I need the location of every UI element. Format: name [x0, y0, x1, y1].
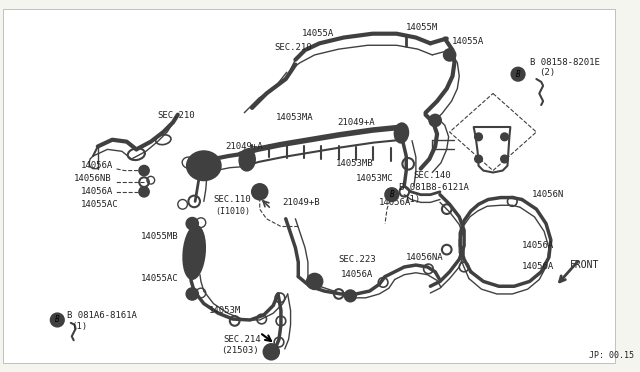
- Circle shape: [186, 288, 198, 300]
- Circle shape: [475, 133, 483, 141]
- Text: 14053MB: 14053MB: [336, 159, 374, 168]
- Text: B 081A6-8161A: B 081A6-8161A: [67, 311, 137, 320]
- Text: 14053MA: 14053MA: [276, 113, 314, 122]
- Text: 14056N: 14056N: [532, 190, 564, 199]
- Text: 21049+A: 21049+A: [337, 118, 375, 127]
- Circle shape: [475, 155, 483, 163]
- Text: B 08158-8201E: B 08158-8201E: [530, 58, 600, 67]
- Text: 14055M: 14055M: [406, 23, 438, 32]
- Circle shape: [500, 155, 508, 163]
- Text: B 081B8-6121A: B 081B8-6121A: [399, 183, 469, 192]
- Text: 14055AC: 14055AC: [81, 200, 118, 209]
- Text: 14055A: 14055A: [302, 29, 334, 38]
- Text: 14055MB: 14055MB: [141, 232, 179, 241]
- Circle shape: [186, 218, 198, 230]
- Circle shape: [444, 49, 456, 61]
- Text: SEC.210: SEC.210: [157, 111, 195, 120]
- Text: SEC.214: SEC.214: [223, 335, 260, 344]
- Text: (1): (1): [71, 322, 87, 331]
- Ellipse shape: [184, 226, 205, 279]
- Text: 14053MC: 14053MC: [356, 174, 394, 183]
- Text: 14055AC: 14055AC: [141, 274, 179, 283]
- Text: 14056A: 14056A: [81, 161, 113, 170]
- Text: 14056A: 14056A: [380, 198, 412, 207]
- Text: SEC.140: SEC.140: [413, 171, 451, 180]
- FancyBboxPatch shape: [3, 9, 616, 363]
- Text: 14056NB: 14056NB: [74, 174, 111, 183]
- Circle shape: [500, 133, 508, 141]
- Text: 21049+B: 21049+B: [282, 198, 319, 207]
- Text: (21503): (21503): [221, 346, 259, 355]
- Text: FRONT: FRONT: [570, 260, 600, 270]
- Circle shape: [385, 188, 399, 201]
- Text: JP: 00.15: JP: 00.15: [589, 351, 634, 360]
- Text: 14056A: 14056A: [340, 270, 373, 279]
- Text: SEC.223: SEC.223: [339, 255, 376, 264]
- Circle shape: [307, 274, 323, 289]
- Text: B: B: [55, 315, 60, 324]
- Text: 14056A: 14056A: [522, 241, 554, 250]
- Text: 14056A: 14056A: [81, 187, 113, 196]
- Ellipse shape: [239, 150, 255, 170]
- Text: 14056NA: 14056NA: [406, 253, 444, 262]
- Text: (I1010): (I1010): [216, 206, 250, 215]
- Ellipse shape: [187, 151, 221, 180]
- Circle shape: [51, 313, 64, 327]
- Circle shape: [140, 187, 149, 197]
- Text: B: B: [516, 70, 520, 79]
- Circle shape: [264, 344, 279, 359]
- Text: SEC.210: SEC.210: [274, 43, 312, 52]
- Ellipse shape: [395, 124, 408, 142]
- Text: SEC.110: SEC.110: [214, 195, 251, 204]
- Circle shape: [344, 290, 356, 302]
- Text: 14053M: 14053M: [209, 306, 241, 315]
- Text: B: B: [390, 190, 394, 199]
- Circle shape: [252, 184, 268, 199]
- Text: 14056A: 14056A: [522, 263, 554, 272]
- Circle shape: [511, 67, 525, 81]
- Circle shape: [140, 166, 149, 175]
- Text: 21049+A: 21049+A: [225, 142, 262, 151]
- Text: 14055A: 14055A: [452, 37, 484, 46]
- Circle shape: [429, 115, 441, 126]
- Text: (2): (2): [540, 68, 556, 77]
- Text: (1): (1): [404, 195, 420, 204]
